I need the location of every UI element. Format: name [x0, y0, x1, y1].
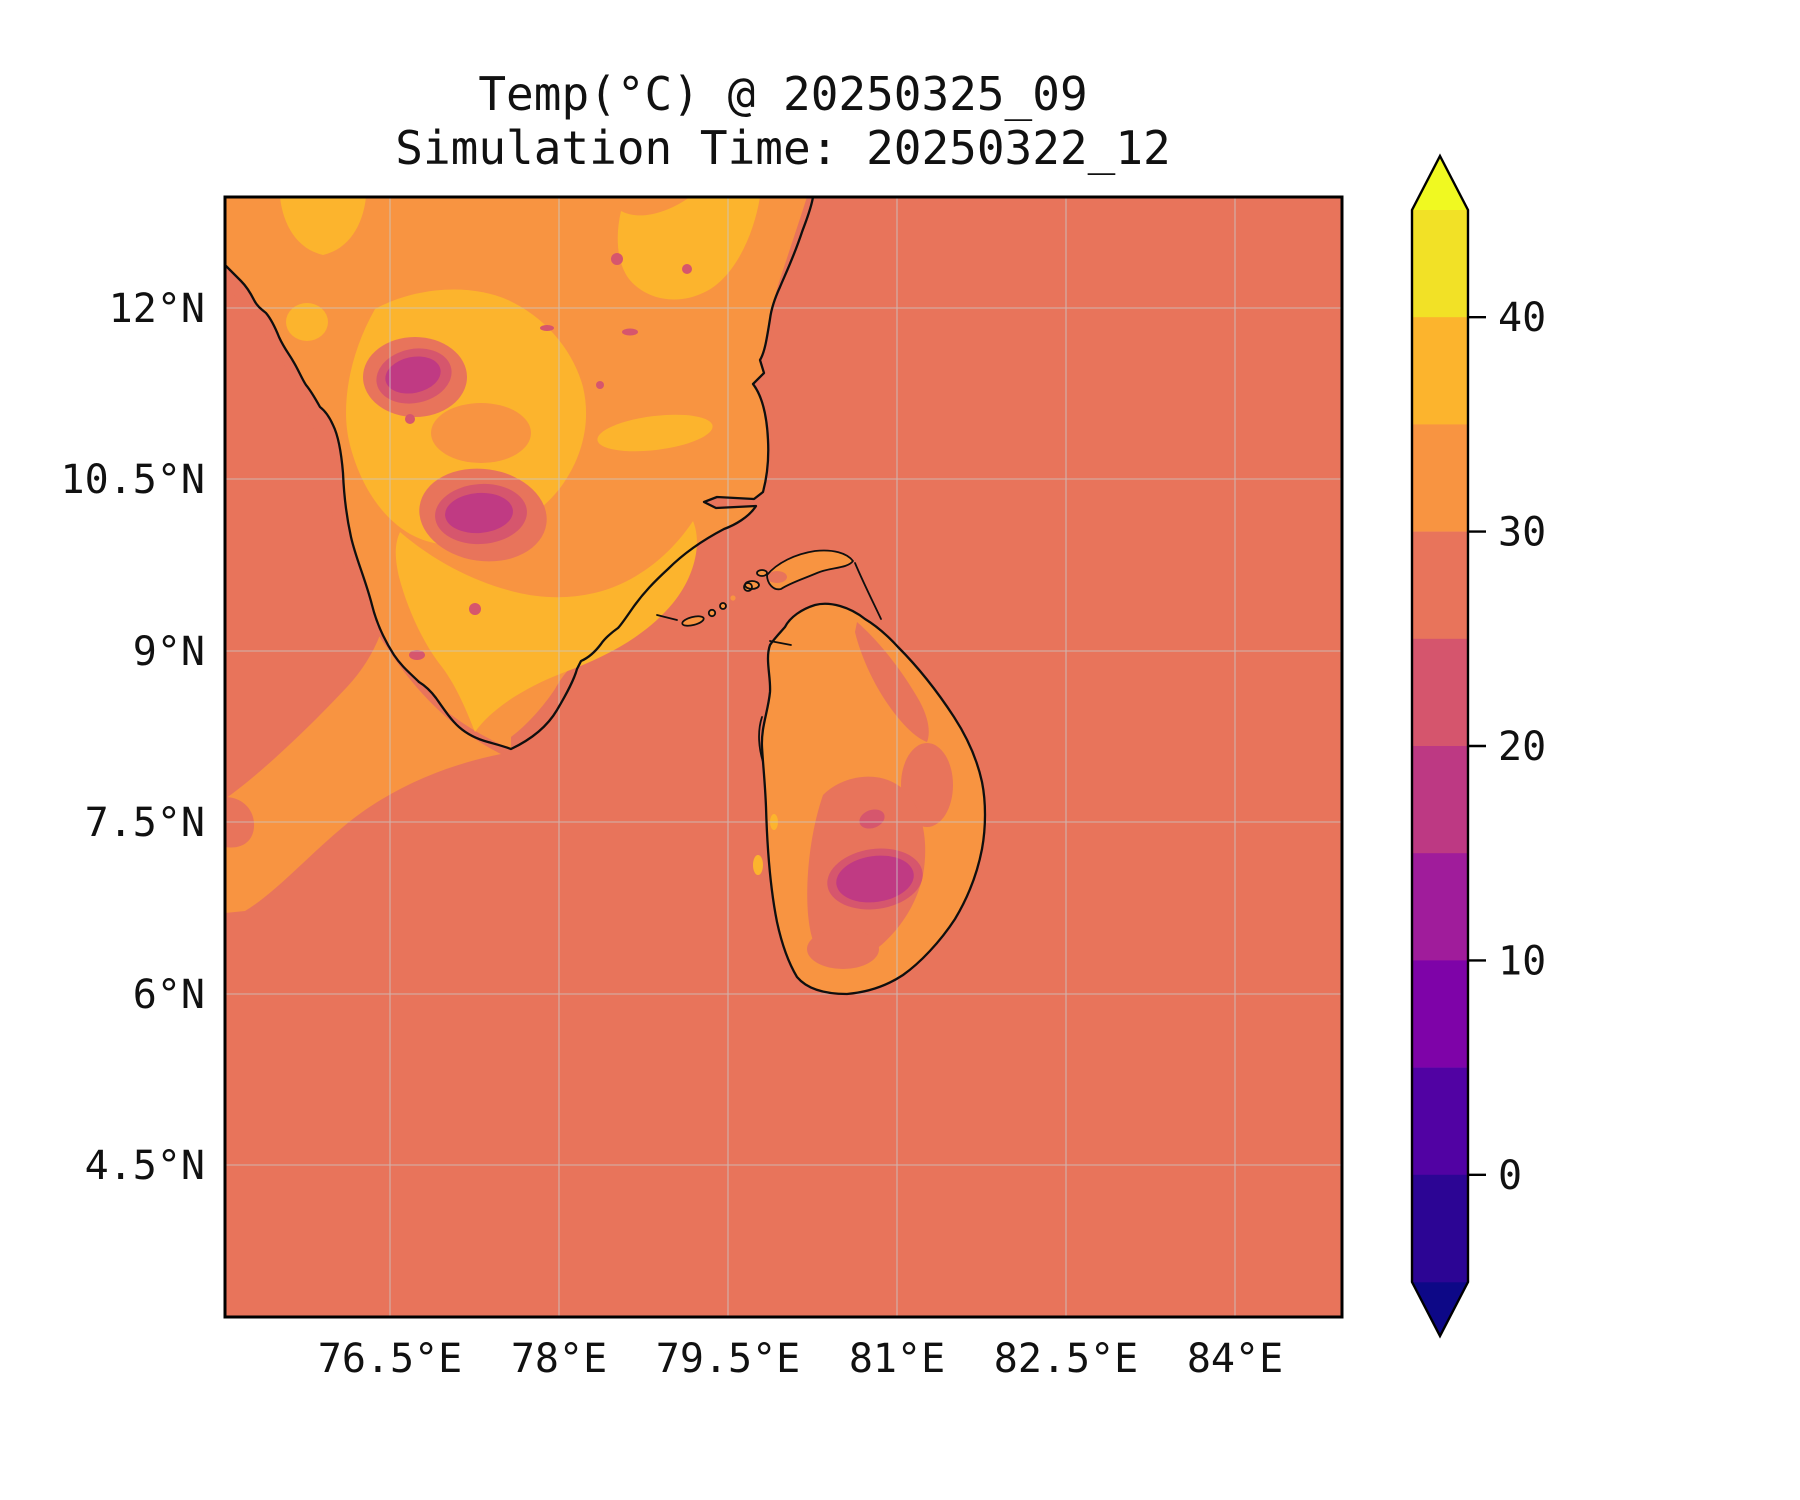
- jaffna-lagoon-line: [854, 562, 882, 620]
- island-outline: [719, 602, 727, 610]
- x-tick-label: 81°E: [849, 1336, 945, 1382]
- cool-speck: [682, 264, 692, 274]
- island: [720, 603, 726, 609]
- cool-speck: [469, 603, 481, 615]
- island-outline: [756, 569, 768, 577]
- hot-speck: [753, 855, 763, 875]
- island-outline: [681, 615, 705, 627]
- colorbar-under-triangle: [1412, 1282, 1468, 1336]
- jaffna-cool-patch: [767, 571, 787, 583]
- figure-subtitle: Simulation Time: 20250322_12: [395, 121, 1170, 175]
- nilgiri-cool-spot: [363, 337, 467, 417]
- colorbar-segment-10-15: [1412, 853, 1468, 961]
- colorbar-tick-label: 0: [1498, 1153, 1522, 1199]
- map-plot-area: [225, 197, 1342, 1317]
- hot-patch-small: [286, 303, 328, 341]
- map-frame: [223, 195, 1344, 1319]
- island-outline: [744, 580, 760, 590]
- cool-speck: [596, 381, 604, 389]
- island: [730, 595, 736, 601]
- island: [757, 570, 767, 576]
- colorbar-segment-20-25: [1412, 638, 1468, 747]
- colorbar-segment-5-10: [1412, 960, 1468, 1068]
- lanka-highlands-core: [836, 855, 914, 903]
- x-tick-label: 82.5°E: [994, 1336, 1139, 1382]
- west-coast-band: [225, 265, 511, 749]
- cool-speck: [409, 650, 425, 660]
- coastlines: [225, 197, 987, 996]
- hot-patch-nw-corner: [280, 197, 366, 255]
- warm-channel-region: [431, 403, 531, 463]
- puttalam-lagoon-line: [758, 716, 764, 763]
- map-axes: 76.5°E 78°E 79.5°E 81°E 82.5°E 84°E 12°N…: [61, 195, 1344, 1382]
- colorbar-segment-40-45: [1412, 210, 1468, 318]
- cool-speck: [622, 328, 638, 336]
- cool-spot-core: [385, 356, 441, 394]
- cool-speck: [405, 414, 415, 424]
- colorbar-tick-labels: 40 30 20 10 0: [1498, 295, 1546, 1199]
- colorbar-segment-35-40: [1412, 317, 1468, 425]
- figure-title: Temp(°C) @ 20250325_09: [478, 67, 1087, 121]
- y-tick-label: 9°N: [133, 629, 205, 675]
- cool-speck: [540, 325, 554, 331]
- colorbar-outline: [1410, 153, 1470, 1339]
- y-tick-label: 10.5°N: [61, 457, 206, 503]
- lanka-small-cool-streak: [859, 809, 885, 829]
- y-tick-label: 6°N: [133, 972, 205, 1018]
- y-tick-label: 4.5°N: [85, 1143, 205, 1189]
- y-tick-label: 7.5°N: [85, 800, 205, 846]
- warm-sea-tongue-region: [225, 635, 501, 913]
- small-cool-specks: [405, 253, 692, 660]
- colorbar-tick-label: 10: [1498, 938, 1546, 984]
- hot-mass-south: [395, 521, 697, 732]
- colorbar-segment-0-5: [1412, 1067, 1468, 1176]
- south-coast-band: [511, 661, 581, 749]
- northeast-coast-band: [855, 622, 929, 742]
- elephant-pass-line: [769, 640, 792, 646]
- south-cool-patch: [807, 929, 879, 969]
- x-tick-label: 78°E: [511, 1336, 607, 1382]
- colorbar-segment-15-20: [1412, 746, 1468, 854]
- x-axis: 76.5°E 78°E 79.5°E 81°E 82.5°E 84°E: [318, 1336, 1283, 1382]
- island-outline: [743, 582, 753, 592]
- cool-spot-core: [445, 492, 513, 534]
- colorbar-tick-label: 20: [1498, 724, 1546, 770]
- colorbar-segment-25-30: [1412, 531, 1468, 640]
- anaimalai-cool-spot: [419, 468, 547, 562]
- island: [708, 609, 716, 617]
- cool-speck: [611, 253, 623, 265]
- colorbar-segment-neg5-0: [1412, 1174, 1468, 1283]
- x-tick-label: 79.5°E: [656, 1336, 801, 1382]
- colorbar-tick-label: 30: [1498, 510, 1546, 556]
- y-tick-label: 12°N: [109, 286, 205, 332]
- colorbar-tick-label: 40: [1498, 295, 1546, 341]
- map-gridlines: [225, 197, 1342, 1317]
- colorbar-ticks: [1468, 316, 1486, 1177]
- colorbar-over-triangle: [1412, 156, 1468, 210]
- hot-band-thanjavur: [597, 414, 713, 452]
- colorbar-segment-30-35: [1412, 424, 1468, 532]
- hot-band-northeast: [617, 197, 760, 300]
- island-outline: [707, 608, 717, 618]
- y-axis: 12°N 10.5°N 9°N 7.5°N 6°N 4.5°N: [61, 286, 206, 1189]
- mandapam-spit-line: [656, 614, 678, 621]
- colorbar: 40 30 20 10 0: [1410, 153, 1546, 1339]
- x-tick-label: 76.5°E: [318, 1336, 463, 1382]
- x-tick-label: 84°E: [1187, 1336, 1283, 1382]
